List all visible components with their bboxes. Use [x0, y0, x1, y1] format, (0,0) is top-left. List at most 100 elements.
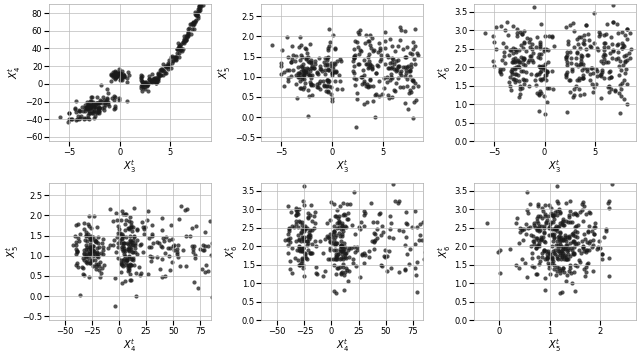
Point	[342, 200, 352, 206]
Point	[330, 242, 340, 248]
Point	[86, 247, 97, 253]
Point	[511, 71, 522, 76]
Point	[154, 68, 164, 73]
Point	[332, 240, 342, 245]
Point	[326, 96, 337, 101]
Point	[298, 236, 308, 241]
Point	[207, 294, 218, 300]
Point	[114, 71, 124, 76]
Point	[181, 263, 191, 269]
Point	[144, 73, 154, 78]
Point	[196, 0, 206, 5]
Point	[109, 106, 120, 112]
Point	[102, 245, 113, 251]
Point	[152, 77, 162, 83]
Point	[563, 38, 573, 44]
Point	[98, 236, 108, 242]
Point	[536, 68, 547, 73]
Point	[287, 44, 297, 49]
Point	[116, 280, 127, 285]
Point	[360, 40, 370, 46]
Point	[547, 255, 557, 261]
Point	[332, 220, 342, 226]
Point	[332, 254, 342, 260]
Point	[419, 256, 429, 262]
Point	[396, 68, 406, 74]
Point	[292, 247, 302, 253]
Point	[562, 63, 572, 68]
Point	[582, 68, 593, 74]
Point	[543, 202, 554, 208]
Point	[578, 244, 588, 250]
Point	[579, 32, 589, 38]
Point	[568, 212, 578, 217]
Point	[337, 248, 347, 254]
Point	[174, 44, 184, 50]
Point	[321, 83, 332, 89]
Point	[164, 246, 175, 251]
Point	[125, 271, 135, 277]
Point	[124, 226, 134, 231]
Point	[350, 231, 360, 237]
Point	[225, 262, 236, 268]
Point	[603, 84, 613, 90]
Point	[556, 271, 566, 276]
Point	[357, 251, 367, 257]
Point	[86, 236, 96, 242]
Point	[584, 223, 594, 229]
Point	[189, 255, 200, 261]
Point	[375, 58, 385, 64]
Point	[402, 44, 412, 50]
Point	[509, 58, 519, 64]
Point	[296, 52, 306, 58]
Point	[80, 102, 90, 108]
Point	[495, 23, 506, 29]
Point	[110, 105, 120, 111]
Point	[582, 248, 592, 253]
Point	[127, 242, 137, 248]
Point	[404, 50, 415, 56]
Point	[543, 224, 554, 230]
Point	[507, 69, 517, 75]
Point	[83, 231, 93, 237]
Point	[595, 72, 605, 78]
Point	[549, 226, 559, 231]
Point	[303, 210, 313, 216]
Point	[552, 253, 562, 259]
Point	[488, 58, 498, 64]
Point	[329, 237, 339, 243]
Point	[564, 209, 575, 214]
Point	[571, 55, 581, 61]
Point	[125, 261, 135, 267]
Point	[88, 243, 98, 249]
Point	[578, 75, 588, 81]
Point	[296, 76, 307, 82]
Point	[86, 94, 97, 100]
Point	[561, 72, 572, 77]
Point	[547, 231, 557, 237]
Point	[383, 54, 393, 59]
Point	[540, 238, 550, 244]
Point	[126, 222, 136, 227]
Point	[284, 258, 294, 263]
Point	[220, 241, 230, 246]
Point	[406, 89, 417, 95]
Point	[307, 241, 317, 247]
Point	[153, 78, 163, 83]
Point	[344, 201, 355, 207]
Point	[572, 229, 582, 235]
Point	[412, 289, 422, 295]
Point	[124, 247, 134, 253]
Point	[572, 242, 582, 247]
Point	[77, 104, 88, 110]
Point	[117, 237, 127, 242]
Point	[359, 212, 369, 217]
Point	[555, 290, 565, 296]
Point	[509, 65, 519, 71]
Point	[115, 71, 125, 77]
Point	[116, 232, 126, 238]
Point	[149, 76, 159, 82]
Point	[302, 225, 312, 231]
Point	[526, 71, 536, 77]
Point	[363, 65, 373, 71]
